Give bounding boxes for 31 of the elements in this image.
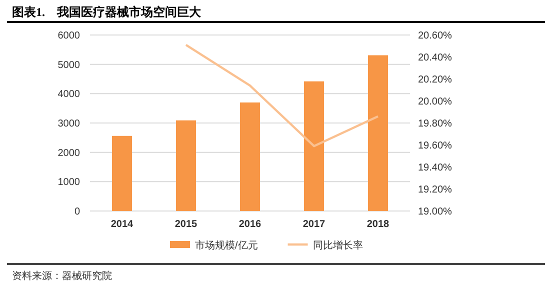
y2-tick-label: 20.60% [418, 30, 452, 42]
x-tick-label: 2014 [110, 219, 134, 230]
y-tick-label: 5000 [58, 60, 80, 71]
legend-label: 市场规模/亿元 [195, 240, 258, 252]
y-tick-label: 1000 [58, 177, 80, 188]
bar [112, 136, 132, 211]
bar [368, 55, 388, 211]
y-tick-label: 6000 [58, 30, 80, 42]
x-tick-label: 2017 [302, 219, 326, 230]
bar [304, 81, 324, 211]
y-tick-label: 2000 [58, 148, 80, 159]
y2-tick-label: 19.80% [418, 118, 452, 130]
x-tick-label: 2015 [174, 219, 198, 230]
y2-tick-label: 19.40% [418, 162, 452, 174]
chart-title: 图表1. 我国医疗器械市场空间巨大 [12, 5, 202, 19]
y-tick-label: 0 [74, 206, 80, 218]
y2-tick-label: 19.00% [418, 206, 452, 218]
x-tick-label: 2018 [366, 219, 390, 230]
y-tick-label: 3000 [58, 118, 80, 130]
y2-tick-label: 19.20% [418, 184, 452, 196]
x-tick-label: 2016 [238, 219, 262, 230]
y2-tick-label: 20.00% [418, 96, 452, 108]
y2-tick-label: 19.60% [418, 140, 452, 152]
bar [176, 120, 196, 211]
y2-tick-label: 20.20% [418, 74, 452, 86]
y-tick-label: 4000 [58, 89, 80, 100]
bar [240, 102, 260, 211]
y2-tick-label: 20.40% [418, 52, 452, 64]
line-series [184, 44, 380, 148]
legend-label: 同比增长率 [312, 240, 363, 252]
text: 资料来源：器械研究院 [12, 270, 112, 282]
